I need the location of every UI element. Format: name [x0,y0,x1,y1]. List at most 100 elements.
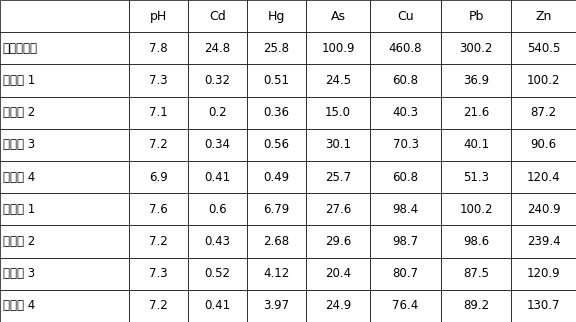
Bar [441,97,511,129]
Text: 7.3: 7.3 [149,74,168,87]
Text: 20.4: 20.4 [325,267,351,280]
Bar [441,290,511,322]
Text: 239.4: 239.4 [527,235,560,248]
Bar [129,161,188,193]
Text: 7.3: 7.3 [149,267,168,280]
Text: 87.5: 87.5 [463,267,489,280]
Text: 24.8: 24.8 [204,42,230,55]
Bar [511,258,576,290]
Bar [129,0,188,32]
Text: 对比例 1: 对比例 1 [3,203,35,216]
Bar [511,64,576,97]
Text: 60.8: 60.8 [393,74,419,87]
Bar [188,64,247,97]
Bar [129,225,188,258]
Text: 0.6: 0.6 [208,203,227,216]
Bar [370,225,441,258]
Bar [129,32,188,64]
Text: 98.7: 98.7 [392,235,419,248]
Bar [370,0,441,32]
Bar [247,161,306,193]
Bar [441,161,511,193]
Bar [511,290,576,322]
Bar [306,0,370,32]
Text: 40.1: 40.1 [463,138,489,151]
Text: 0.2: 0.2 [208,106,227,119]
Bar [441,193,511,225]
Text: 24.9: 24.9 [325,299,351,312]
Bar [306,193,370,225]
Text: 0.49: 0.49 [263,171,289,184]
Text: 27.6: 27.6 [325,203,351,216]
Text: 实施例 1: 实施例 1 [3,74,35,87]
Bar [441,64,511,97]
Text: 76.4: 76.4 [392,299,419,312]
Bar [247,258,306,290]
Text: 90.6: 90.6 [530,138,557,151]
Bar [0,129,129,161]
Text: 0.34: 0.34 [204,138,230,151]
Bar [441,0,511,32]
Text: 实施例 2: 实施例 2 [3,106,35,119]
Bar [188,0,247,32]
Text: 100.9: 100.9 [321,42,355,55]
Bar [129,290,188,322]
Bar [306,129,370,161]
Text: 实施例 4: 实施例 4 [3,171,35,184]
Bar [441,129,511,161]
Text: 7.6: 7.6 [149,203,168,216]
Text: 30.1: 30.1 [325,138,351,151]
Bar [247,129,306,161]
Text: 100.2: 100.2 [527,74,560,87]
Bar [247,225,306,258]
Bar [306,290,370,322]
Text: 98.4: 98.4 [392,203,419,216]
Text: 87.2: 87.2 [530,106,557,119]
Text: 3.97: 3.97 [263,299,289,312]
Bar [129,97,188,129]
Bar [0,225,129,258]
Bar [306,225,370,258]
Text: 6.9: 6.9 [149,171,168,184]
Text: As: As [331,10,346,23]
Text: 0.41: 0.41 [204,299,230,312]
Bar [129,193,188,225]
Text: 51.3: 51.3 [463,171,489,184]
Bar [511,225,576,258]
Bar [129,258,188,290]
Text: 40.3: 40.3 [393,106,419,119]
Text: 0.41: 0.41 [204,171,230,184]
Text: 0.56: 0.56 [263,138,289,151]
Bar [188,129,247,161]
Text: Pb: Pb [468,10,484,23]
Bar [188,97,247,129]
Bar [511,129,576,161]
Bar [441,225,511,258]
Bar [0,193,129,225]
Text: 15.0: 15.0 [325,106,351,119]
Text: 7.2: 7.2 [149,138,168,151]
Bar [441,32,511,64]
Bar [188,32,247,64]
Bar [0,161,129,193]
Text: 120.9: 120.9 [527,267,560,280]
Text: 21.6: 21.6 [463,106,489,119]
Text: 300.2: 300.2 [460,42,493,55]
Bar [0,0,129,32]
Text: Zn: Zn [536,10,552,23]
Bar [370,258,441,290]
Bar [306,64,370,97]
Text: 对比例 3: 对比例 3 [3,267,35,280]
Text: 29.6: 29.6 [325,235,351,248]
Text: 实施例 3: 实施例 3 [3,138,35,151]
Text: 460.8: 460.8 [389,42,422,55]
Text: 25.8: 25.8 [263,42,289,55]
Text: pH: pH [150,10,167,23]
Bar [511,97,576,129]
Text: 540.5: 540.5 [527,42,560,55]
Text: Hg: Hg [268,10,285,23]
Bar [306,97,370,129]
Bar [370,97,441,129]
Bar [370,161,441,193]
Bar [370,64,441,97]
